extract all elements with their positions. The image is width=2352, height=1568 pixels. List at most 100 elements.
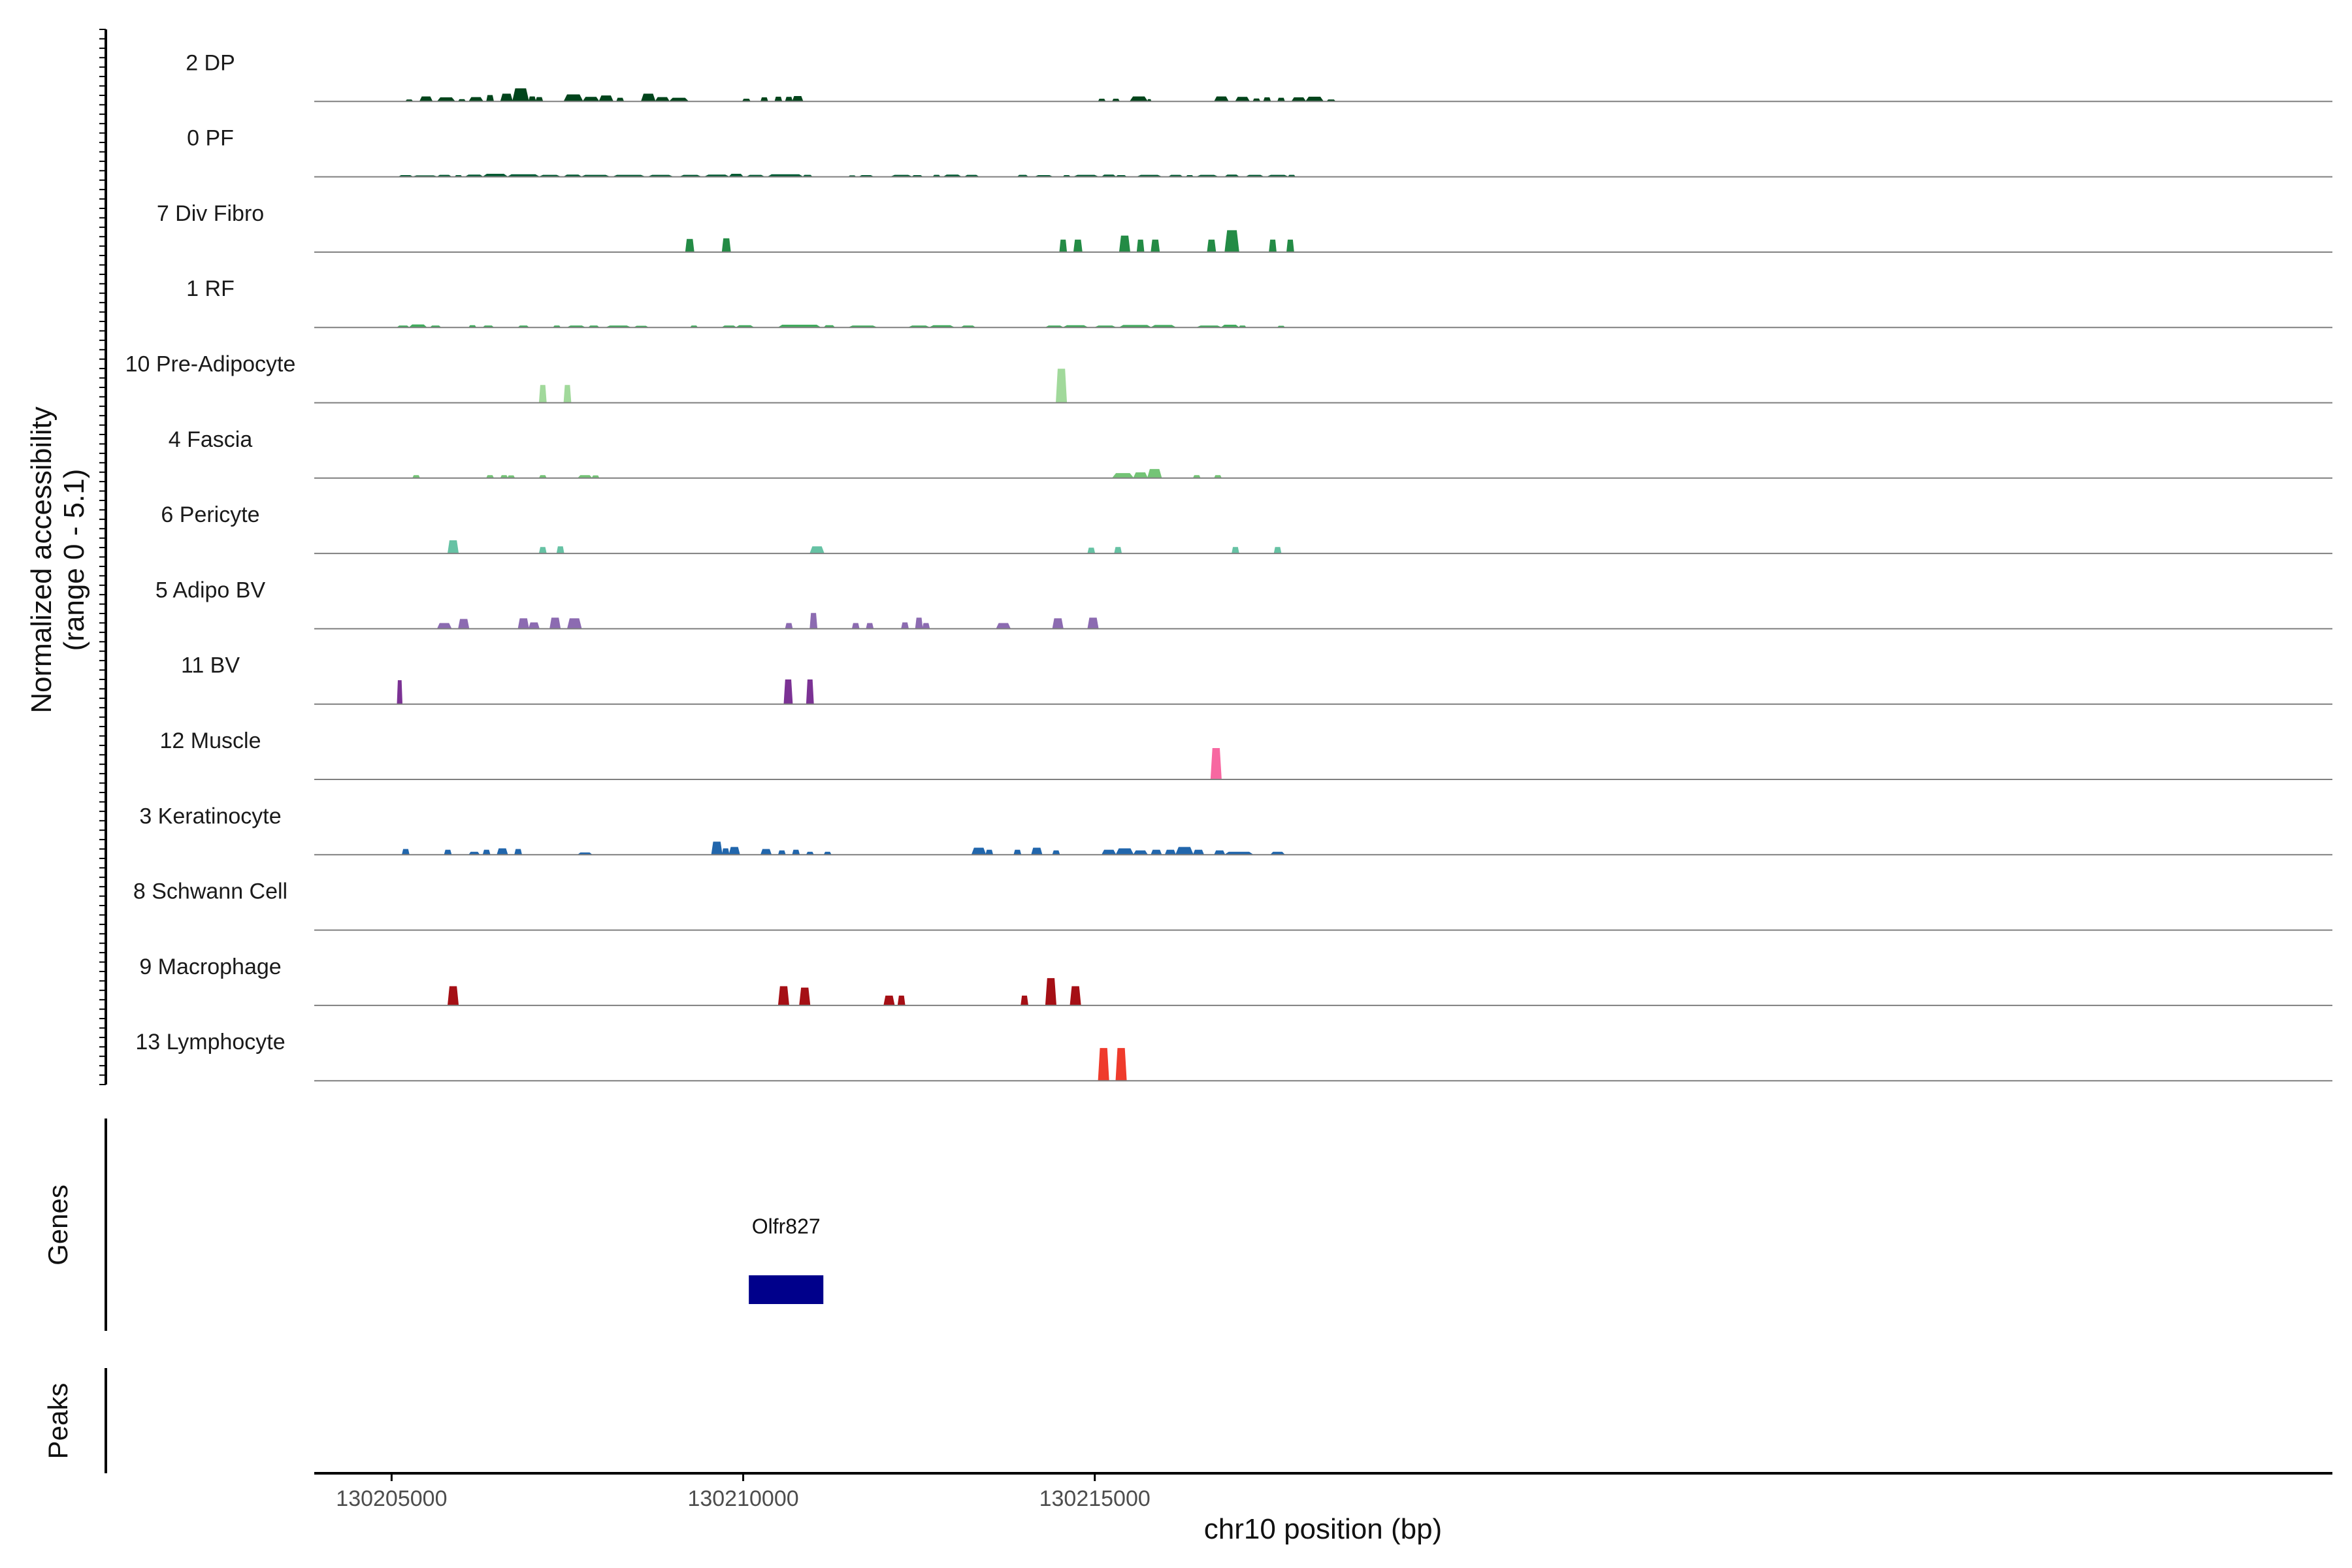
track-label: 8 Schwann Cell <box>133 879 287 904</box>
accessibility-peak <box>538 385 547 403</box>
accessibility-peak <box>1133 472 1149 479</box>
accessibility-peak <box>517 618 529 629</box>
tracks-axis-ticks <box>99 29 106 1085</box>
track-label: 0 PF <box>187 126 234 151</box>
accessibility-peak <box>1269 239 1277 253</box>
x-tick-label: 130215000 <box>1039 1486 1151 1511</box>
x-axis-title: chr10 position (bp) <box>1204 1513 1442 1545</box>
accessibility-peak <box>1055 368 1068 403</box>
accessibility-peak <box>447 540 459 554</box>
accessibility-peak <box>538 547 547 554</box>
accessibility-peak <box>482 849 491 855</box>
accessibility-peak <box>500 93 514 102</box>
accessibility-peak <box>721 238 731 253</box>
accessibility-peak <box>401 849 410 855</box>
accessibility-peak <box>1070 986 1081 1006</box>
accessibility-peak <box>512 88 529 102</box>
track-label: 12 Muscle <box>160 728 261 753</box>
track-0-pf: 0 PF <box>187 126 2332 178</box>
accessibility-peak <box>1213 96 1230 102</box>
accessibility-peak <box>1175 847 1194 855</box>
accessibility-peak <box>792 849 800 855</box>
accessibility-peak <box>640 93 656 102</box>
accessibility-peak <box>1031 847 1043 855</box>
accessibility-peak <box>728 847 740 855</box>
tracks-group: 2 DP 0 PF 7 Div Fibro 1 RF 10 Pre-Adipocyte 4… <box>125 50 2332 1082</box>
accessibility-peak <box>1147 468 1162 479</box>
accessibility-peak <box>563 385 572 403</box>
accessibility-peak <box>785 623 793 629</box>
accessibility-peak <box>1129 96 1149 102</box>
track-3-keratinocyte: 3 Keratinocyte <box>139 804 2332 856</box>
accessibility-peak <box>897 995 906 1006</box>
accessibility-peak <box>922 623 930 629</box>
accessibility-peak <box>1136 239 1145 253</box>
track-6-pericyte: 6 Pericyte <box>161 502 2332 555</box>
accessibility-peak <box>685 238 694 253</box>
accessibility-peak <box>1151 849 1162 855</box>
track-label: 4 Fascia <box>169 427 253 452</box>
track-label: 11 BV <box>181 653 240 678</box>
accessibility-peak <box>1101 849 1117 855</box>
accessibility-peak <box>996 623 1011 629</box>
accessibility-peak <box>1052 618 1064 629</box>
track-label: 9 Macrophage <box>139 955 281 979</box>
track-9-macrophage: 9 Macrophage <box>139 955 2332 1006</box>
accessibility-peak <box>497 848 508 855</box>
track-label: 10 Pre-Adipocyte <box>125 352 296 377</box>
track-label: 3 Keratinocyte <box>139 804 281 828</box>
accessibility-peak <box>777 986 790 1006</box>
accessibility-peak <box>806 679 814 705</box>
accessibility-peak <box>1192 849 1205 855</box>
track-4-fascia: 4 Fascia <box>169 427 2332 479</box>
track-2-dp: 2 DP <box>186 50 2332 103</box>
track-label: 2 DP <box>186 50 235 75</box>
track-12-muscle: 12 Muscle <box>160 728 2332 780</box>
accessibility-peak <box>1151 239 1160 253</box>
accessibility-peak <box>1115 1048 1127 1081</box>
accessibility-peak <box>774 97 783 102</box>
gene-label: Olfr827 <box>752 1215 821 1238</box>
track-1-rf: 1 RF <box>186 276 2332 329</box>
track-label: 1 RF <box>186 276 235 301</box>
accessibility-peak <box>397 680 403 705</box>
accessibility-peak <box>721 848 730 855</box>
track-label: 13 Lymphocyte <box>135 1030 285 1054</box>
accessibility-peak <box>457 619 470 629</box>
accessibility-peak <box>1098 1048 1109 1081</box>
accessibility-peak <box>598 95 614 102</box>
accessibility-peak <box>1059 239 1068 253</box>
accessibility-peak <box>419 96 433 102</box>
accessibility-peak <box>1273 547 1282 554</box>
accessibility-peak <box>444 849 452 855</box>
accessibility-peak <box>563 94 583 102</box>
track-13-lymphocyte: 13 Lymphocyte <box>135 1030 2332 1082</box>
accessibility-peak <box>883 995 895 1006</box>
accessibility-peak <box>1224 230 1239 253</box>
accessibility-peak <box>1013 849 1022 855</box>
track-5-adipo-bv: 5 Adipo BV <box>155 578 2332 630</box>
accessibility-peak <box>1045 978 1057 1006</box>
track-7-div-fibro: 7 Div Fibro <box>157 201 2332 253</box>
accessibility-peak <box>566 618 582 629</box>
x-tick-label: 130210000 <box>687 1486 798 1511</box>
accessibility-peak <box>760 849 772 855</box>
accessibility-peak <box>1119 235 1131 253</box>
y-axis-range: (range 0 - 5.1) <box>58 469 90 651</box>
accessibility-peak <box>1210 748 1222 780</box>
track-11-bv: 11 BV <box>181 653 2332 705</box>
accessibility-peak <box>799 987 811 1006</box>
accessibility-peak <box>486 95 495 102</box>
x-tick-label: 130205000 <box>336 1486 447 1511</box>
accessibility-peak <box>809 613 818 629</box>
accessibility-peak <box>783 679 793 705</box>
accessibility-peak <box>1087 617 1099 629</box>
accessibility-peak <box>1305 97 1324 102</box>
track-label: 5 Adipo BV <box>155 578 266 602</box>
track-10-pre-adipocyte: 10 Pre-Adipocyte <box>125 352 2332 404</box>
y-axis-title: Normalized accessibility <box>25 406 57 713</box>
accessibility-peak <box>1073 239 1083 253</box>
accessibility-peak <box>1087 547 1096 554</box>
accessibility-peak <box>971 847 987 855</box>
